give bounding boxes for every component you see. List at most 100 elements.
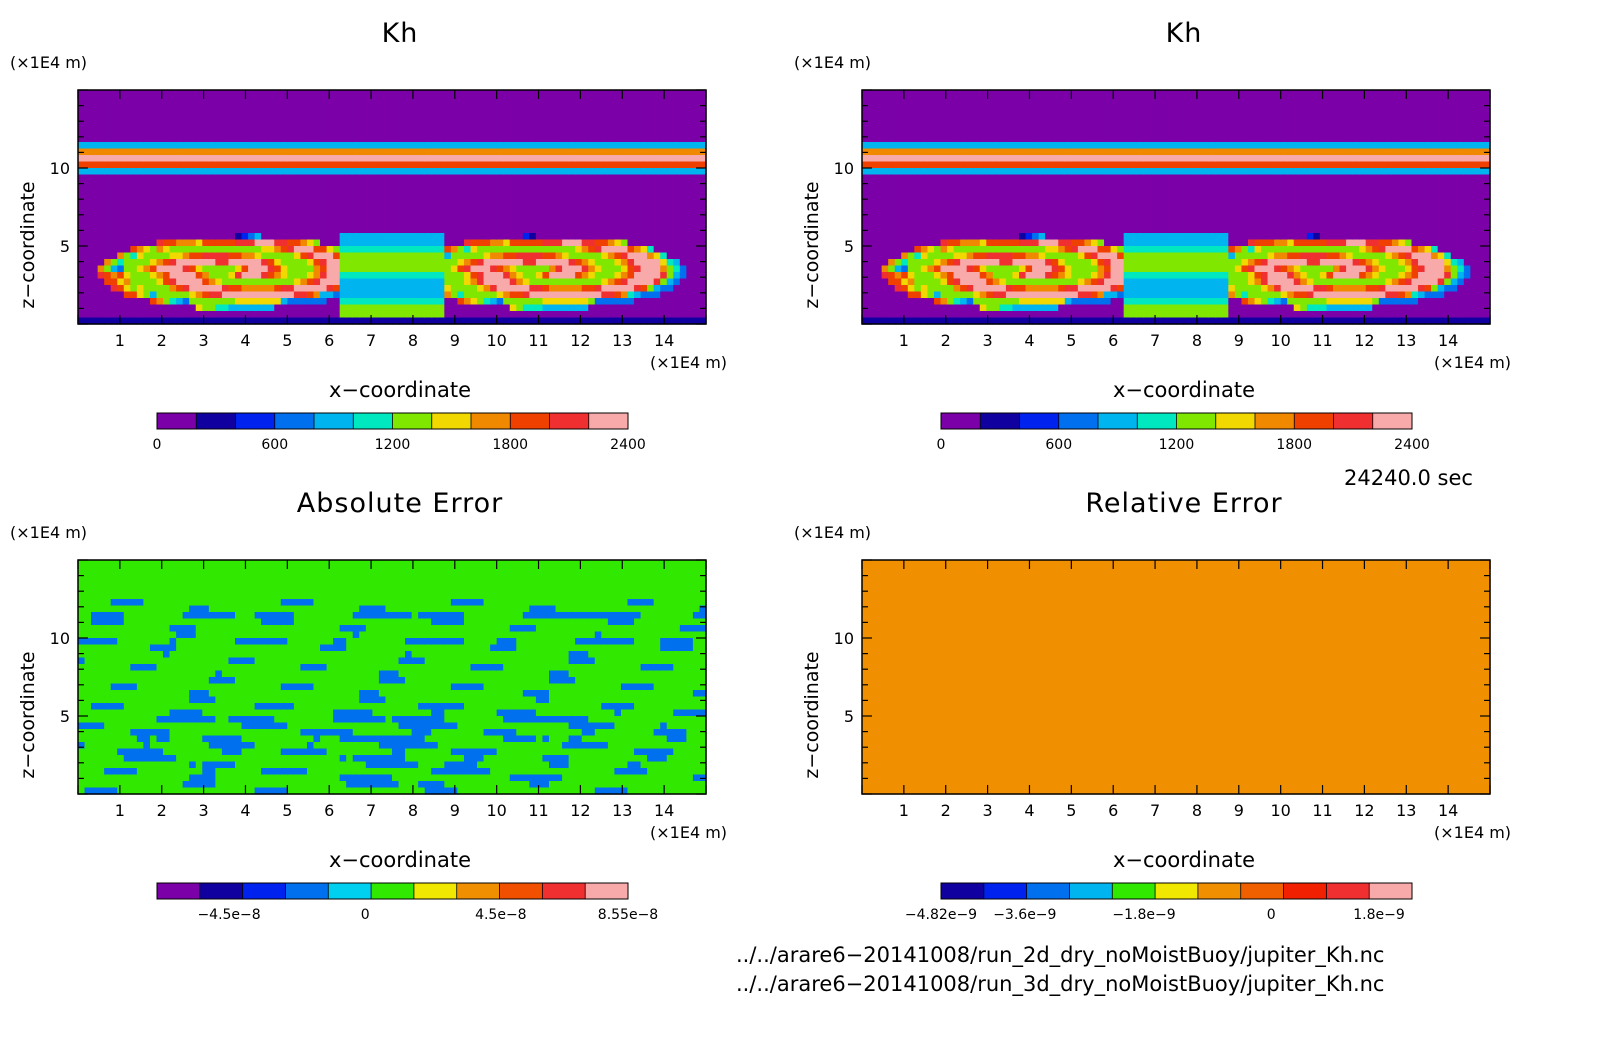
heatmap-cell <box>189 291 197 299</box>
heatmap-cell <box>1084 96 1092 104</box>
heatmap-cell <box>182 103 190 111</box>
heatmap-cell <box>418 220 426 228</box>
heatmap-cell <box>385 246 393 254</box>
heatmap-cell <box>84 233 92 241</box>
heatmap-cell <box>535 116 544 124</box>
heatmap-cell <box>594 252 602 260</box>
heatmap-cell <box>444 311 452 319</box>
heatmap-cell <box>634 194 642 202</box>
heatmap-cell <box>235 291 243 299</box>
heatmap-cell <box>901 317 909 325</box>
heatmap-cell <box>496 311 504 319</box>
heatmap-cell <box>588 103 596 111</box>
heatmap-cell <box>156 116 164 124</box>
heatmap-cell <box>1071 298 1079 306</box>
heatmap-cell <box>457 317 465 325</box>
heatmap-cell <box>424 291 432 299</box>
heatmap-cell <box>339 278 347 286</box>
heatmap-cell <box>549 155 557 163</box>
heatmap-cell <box>529 161 537 169</box>
heatmap-cell <box>339 317 347 325</box>
heatmap-cell <box>542 246 550 254</box>
heatmap-cell <box>920 109 929 117</box>
heatmap-cell <box>679 129 687 137</box>
heatmap-cell <box>176 116 184 124</box>
heatmap-cell <box>601 129 609 137</box>
heatmap-cell <box>352 239 360 247</box>
heatmap-cell <box>522 213 530 221</box>
heatmap-cell <box>953 168 961 176</box>
heatmap-cell <box>1038 233 1046 241</box>
heatmap-cell <box>1064 90 1072 98</box>
heatmap-cell <box>1064 317 1072 325</box>
heatmap-cell <box>1032 233 1040 241</box>
heatmap-cell <box>91 272 99 280</box>
heatmap-cell <box>535 161 544 169</box>
heatmap-cell <box>1077 278 1086 286</box>
heatmap-cell <box>496 298 504 306</box>
heatmap-cell <box>444 278 452 286</box>
heatmap-cell <box>1032 285 1040 293</box>
heatmap-cell <box>933 187 942 195</box>
heatmap-cell <box>881 220 889 228</box>
heatmap-cell <box>516 246 524 254</box>
heatmap-cell <box>378 304 387 312</box>
heatmap-cell <box>306 265 315 273</box>
heatmap-cell <box>300 200 308 208</box>
heatmap-cell <box>529 272 537 280</box>
heatmap-cell <box>575 174 583 182</box>
heatmap-cell <box>966 285 974 293</box>
heatmap-cell <box>673 259 681 267</box>
heatmap-cell <box>300 317 308 325</box>
heatmap-cell <box>326 103 334 111</box>
heatmap-cell <box>97 213 105 221</box>
heatmap-cell <box>960 129 968 137</box>
heatmap-cell <box>640 220 648 228</box>
heatmap-cell <box>562 90 570 98</box>
heatmap-cell <box>117 142 125 150</box>
heatmap-cell <box>365 116 373 124</box>
heatmap-cell <box>287 265 295 273</box>
heatmap-cell <box>169 252 177 260</box>
heatmap-cell <box>431 122 439 130</box>
heatmap-cell <box>326 161 334 169</box>
heatmap-cell <box>1084 239 1092 247</box>
heatmap-cell <box>927 317 935 325</box>
heatmap-cell <box>660 181 668 189</box>
heatmap-cell <box>300 116 308 124</box>
heatmap-cell <box>457 168 465 176</box>
heatmap-cell <box>398 220 406 228</box>
heatmap-cell <box>306 122 315 130</box>
heatmap-cell <box>221 161 230 169</box>
heatmap-cell <box>1058 116 1066 124</box>
heatmap-cell <box>647 252 655 260</box>
heatmap-cell <box>78 122 86 130</box>
heatmap-cell <box>1071 317 1079 325</box>
heatmap-cell <box>607 161 616 169</box>
heatmap-cell <box>516 213 524 221</box>
heatmap-cell <box>881 278 889 286</box>
heatmap-cell <box>1090 116 1099 124</box>
heatmap-cell <box>444 122 452 130</box>
heatmap-cell <box>1012 317 1020 325</box>
heatmap-cell <box>156 233 164 241</box>
heatmap-cell <box>914 278 922 286</box>
heatmap-cell <box>352 142 360 150</box>
heatmap-cell <box>640 207 648 215</box>
heatmap-cell <box>320 239 328 247</box>
heatmap-cell <box>110 200 118 208</box>
heatmap-cell <box>274 220 282 228</box>
heatmap-cell <box>300 207 308 215</box>
heatmap-cell <box>313 272 321 280</box>
heatmap-cell <box>405 298 413 306</box>
heatmap-cell <box>378 278 387 286</box>
heatmap-cell <box>653 239 661 247</box>
heatmap-cell <box>287 135 295 143</box>
heatmap-cell <box>496 148 504 156</box>
heatmap-cell <box>431 96 439 104</box>
heatmap-cell <box>444 213 452 221</box>
heatmap-cell <box>516 148 524 156</box>
heatmap-cell <box>1005 129 1014 137</box>
heatmap-cell <box>189 226 197 234</box>
heatmap-cell <box>1104 265 1112 273</box>
